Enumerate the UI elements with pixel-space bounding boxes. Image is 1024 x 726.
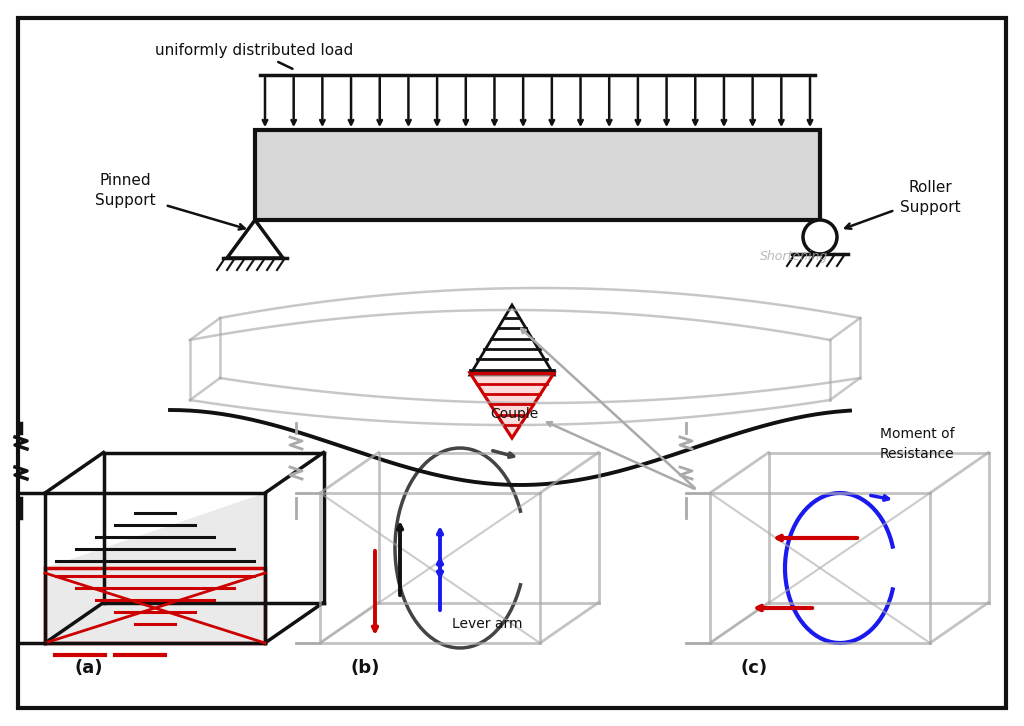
- Bar: [255, 130, 820, 220]
- Text: uniformly distributed load: uniformly distributed load: [155, 43, 353, 69]
- Text: Couple: Couple: [490, 407, 539, 421]
- Text: Pinned: Pinned: [99, 173, 151, 188]
- Text: Roller: Roller: [908, 180, 952, 195]
- Polygon shape: [470, 373, 554, 438]
- Text: Moment of: Moment of: [880, 427, 954, 441]
- Text: (c): (c): [740, 659, 767, 677]
- Text: (b): (b): [350, 659, 379, 677]
- Text: Support: Support: [900, 200, 961, 215]
- Polygon shape: [227, 220, 283, 258]
- Text: (a): (a): [75, 659, 103, 677]
- Circle shape: [803, 220, 837, 254]
- Text: Shortening: Shortening: [760, 250, 828, 263]
- Text: Support: Support: [94, 193, 156, 208]
- Polygon shape: [45, 493, 265, 643]
- Text: Resistance: Resistance: [880, 447, 954, 461]
- Text: Lever arm: Lever arm: [452, 617, 522, 631]
